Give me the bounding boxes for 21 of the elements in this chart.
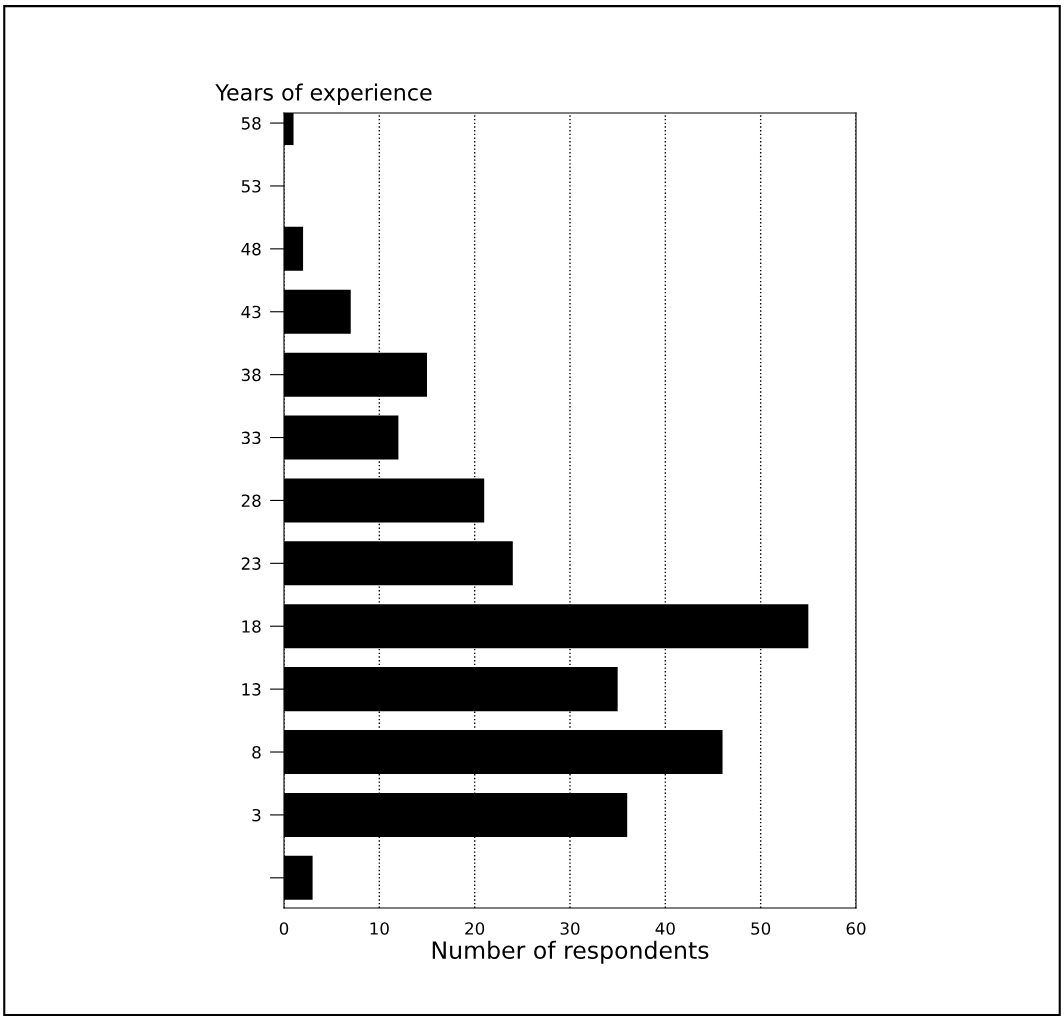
x-axis-title: Number of respondents	[432, 940, 709, 964]
y-tick-label: 18	[242, 620, 261, 633]
x-tick-label: 50	[751, 922, 771, 935]
x-tick-label: 10	[370, 922, 389, 935]
x-tick-label: 0	[279, 922, 289, 935]
x-tick-label: 40	[655, 922, 675, 935]
x-tick-label: 30	[560, 922, 580, 935]
x-tick-label: 20	[465, 922, 485, 935]
y-tick-label: 43	[241, 305, 261, 319]
y-tick-label: 38	[241, 368, 261, 382]
x-tick-label: 60	[846, 922, 866, 935]
y-tick-label: 28	[241, 494, 261, 508]
y-tick-label: 33	[241, 431, 261, 445]
y-tick-label: 13	[242, 683, 261, 696]
y-tick-label: 8	[252, 745, 261, 759]
y-tick-label: 3	[252, 808, 261, 822]
y-tick-label: 58	[241, 117, 261, 130]
y-tick-label: 48	[241, 242, 261, 256]
y-tick-label: 23	[241, 557, 261, 570]
y-tick-label: 53	[241, 179, 261, 193]
y-axis-title: Years of experience	[215, 83, 432, 106]
